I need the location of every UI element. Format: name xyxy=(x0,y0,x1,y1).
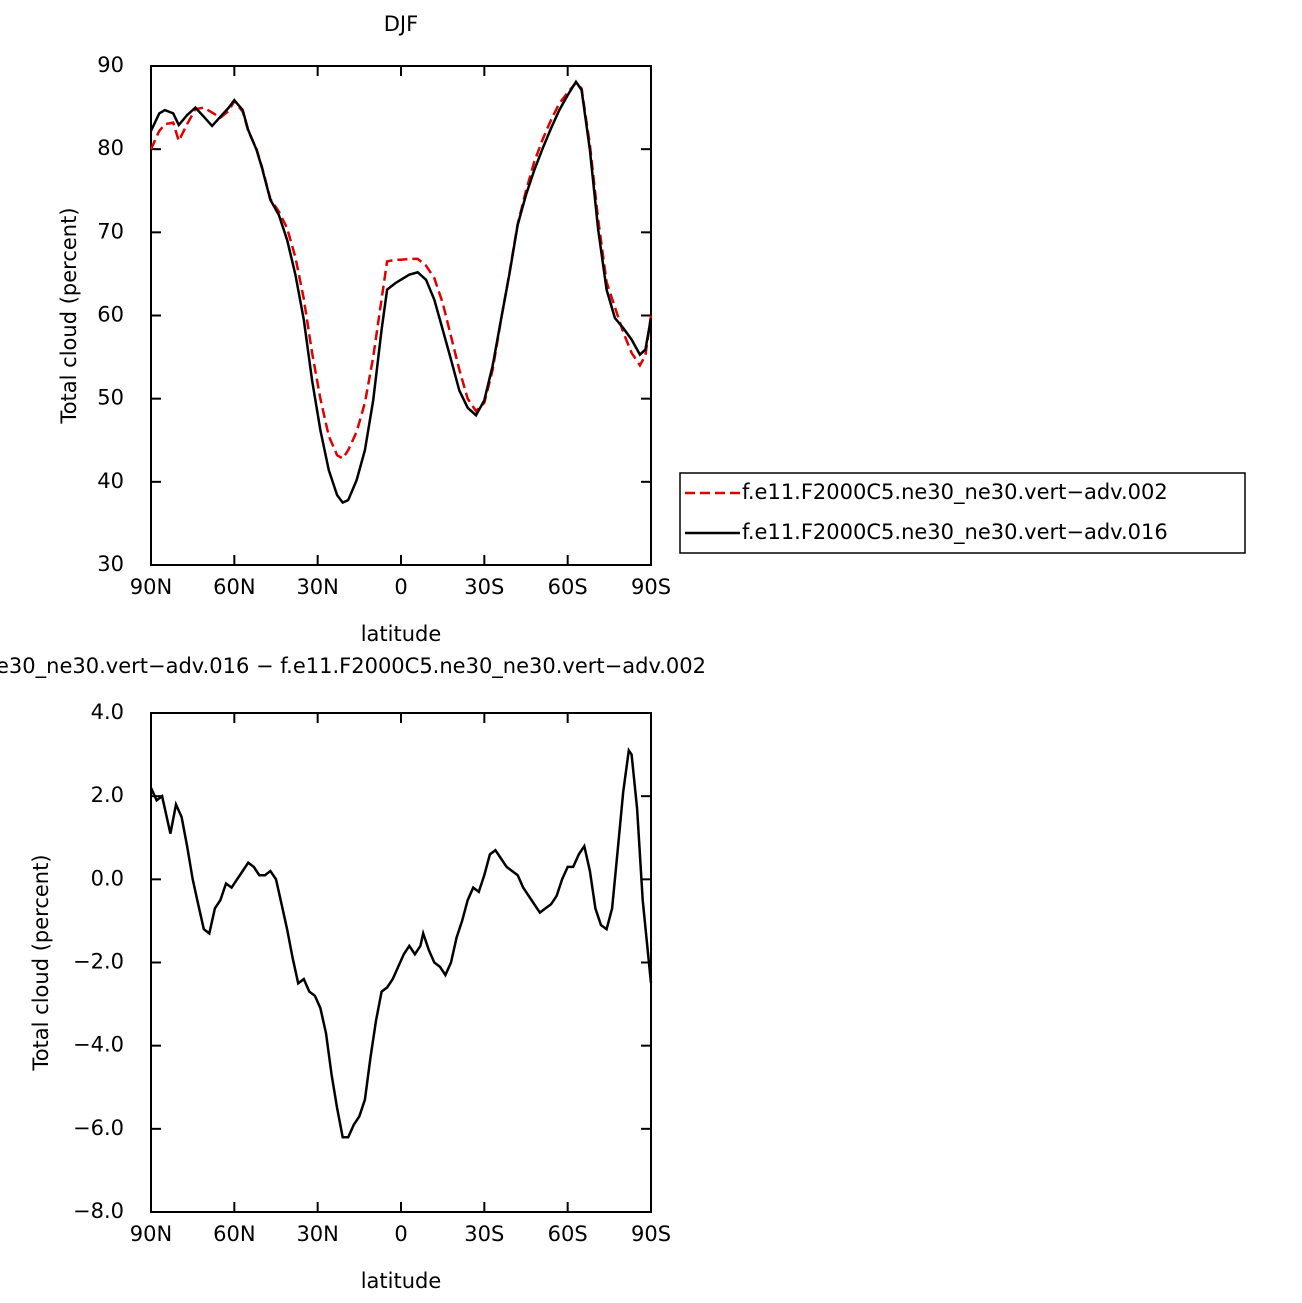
x-tick-label: 0 xyxy=(394,1222,407,1246)
y-tick-label: 0.0 xyxy=(91,866,124,890)
data-line xyxy=(149,79,653,505)
x-tick-label: 90S xyxy=(631,575,671,599)
x-tick-label: 60N xyxy=(213,575,255,599)
y-tick-label: −2.0 xyxy=(73,950,124,974)
y-tick-label: 40 xyxy=(97,469,124,493)
y-tick-label: 60 xyxy=(97,303,124,327)
x-tick-label: 60S xyxy=(548,1222,588,1246)
y-tick-label: 2.0 xyxy=(91,783,124,807)
y-axis-label: Total cloud (percent) xyxy=(29,854,53,1071)
x-tick-label: 30N xyxy=(296,1222,338,1246)
x-tick-label: 60S xyxy=(548,575,588,599)
legend-box xyxy=(679,472,1246,554)
y-tick-label: 50 xyxy=(97,386,124,410)
x-tick-label: 30N xyxy=(296,575,338,599)
x-tick-label: 0 xyxy=(394,575,407,599)
chart-title: e30_ne30.vert−adv.016 − f.e11.F2000C5.ne… xyxy=(0,654,706,679)
x-tick-label: 30S xyxy=(464,1222,504,1246)
y-tick-label: 90 xyxy=(97,53,124,77)
y-tick-label: 4.0 xyxy=(91,700,124,724)
x-tick-label: 60N xyxy=(213,1222,255,1246)
y-tick-label: 70 xyxy=(97,219,124,243)
y-tick-label: −8.0 xyxy=(73,1199,124,1223)
x-tick-label: 90N xyxy=(130,575,172,599)
data-line xyxy=(149,80,653,461)
legend-label: f.e11.F2000C5.ne30_ne30.vert−adv.002 xyxy=(742,480,1168,505)
y-tick-label: −4.0 xyxy=(73,1033,124,1057)
chart-title: DJF xyxy=(384,12,418,36)
y-axis-label: Total cloud (percent) xyxy=(57,207,81,424)
x-axis-label: latitude xyxy=(361,1269,442,1293)
y-tick-label: 80 xyxy=(97,136,124,160)
x-tick-label: 90S xyxy=(631,1222,671,1246)
x-axis-label: latitude xyxy=(361,622,442,646)
y-tick-label: −6.0 xyxy=(73,1116,124,1140)
x-tick-label: 30S xyxy=(464,575,504,599)
legend-label: f.e11.F2000C5.ne30_ne30.vert−adv.016 xyxy=(742,520,1168,545)
plot-frame xyxy=(150,65,652,566)
x-tick-label: 90N xyxy=(130,1222,172,1246)
data-line xyxy=(149,746,653,1139)
y-tick-label: 30 xyxy=(97,552,124,576)
